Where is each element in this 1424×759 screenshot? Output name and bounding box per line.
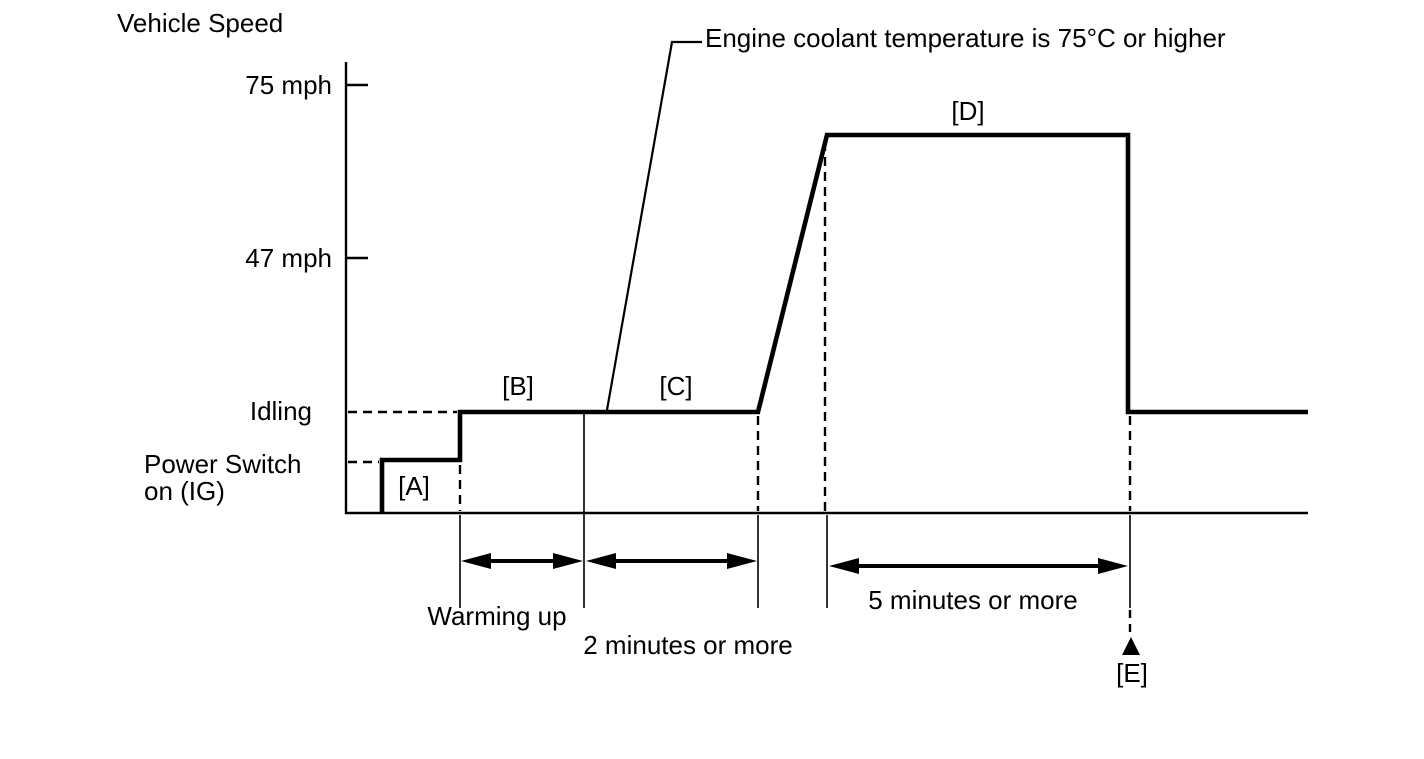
coolant-callout-leader-line	[605, 40, 702, 411]
phase-label-b: [B]	[502, 371, 534, 401]
warming-up-arrow-right-head	[553, 553, 583, 569]
y-tick-label-47mph: 47 mph	[245, 243, 332, 273]
duration-label-two-minutes: 2 minutes or more	[583, 630, 793, 660]
duration-label-warming-up: Warming up	[427, 601, 567, 631]
axis-lines	[344, 62, 1308, 515]
speed-profile-line	[379, 132, 1308, 513]
phase-label-d: [D]	[951, 96, 985, 126]
warming-up-arrow-left-head	[461, 553, 491, 569]
phase-e-marker-triangle-icon	[1122, 637, 1140, 655]
duration-label-five-minutes: 5 minutes or more	[868, 585, 1078, 615]
coolant-callout-label: Engine coolant temperature is 75°C or hi…	[705, 23, 1226, 53]
five-minutes-arrow-left-head	[829, 558, 859, 574]
phase-label-a: [A]	[398, 471, 430, 501]
y-level-label-idling: Idling	[249, 396, 312, 426]
y-tick-label-75mph: 75 mph	[245, 70, 332, 100]
two-minutes-arrow-left-head	[586, 553, 616, 569]
y-level-label-power-switch: Power Switch on (IG)	[144, 449, 302, 506]
y-axis-title: Vehicle Speed	[117, 8, 284, 38]
phase-label-c: [C]	[659, 371, 693, 401]
two-minutes-arrow-right-head	[727, 553, 757, 569]
five-minutes-arrow-right-head	[1098, 558, 1128, 574]
phase-label-e: [E]	[1116, 658, 1148, 688]
